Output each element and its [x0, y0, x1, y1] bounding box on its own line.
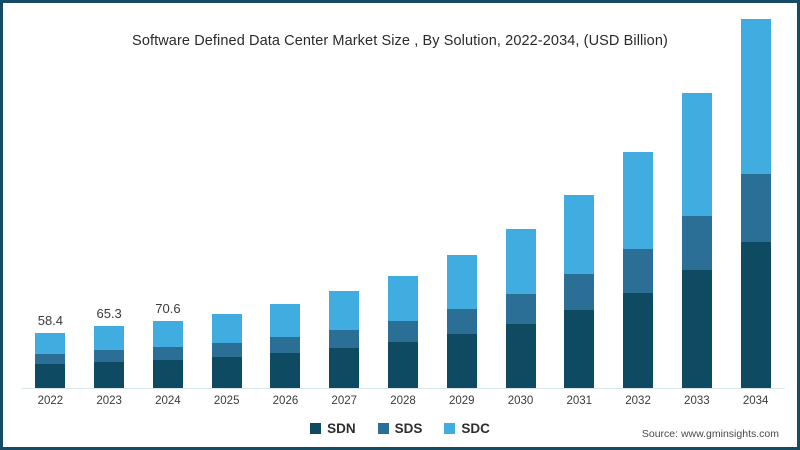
- stacked-bar[interactable]: [388, 275, 418, 389]
- bar-segment-sdn[interactable]: [270, 353, 301, 389]
- bar-group[interactable]: [446, 254, 477, 389]
- legend-item-sdc[interactable]: SDC: [444, 421, 490, 436]
- bar-segment-sdn[interactable]: [152, 359, 183, 389]
- stacked-bar[interactable]: [211, 313, 242, 389]
- bar-group[interactable]: [211, 313, 242, 389]
- bar-segment-sds[interactable]: [152, 346, 183, 360]
- bar-segment-sdn[interactable]: [329, 348, 360, 389]
- stacked-bar[interactable]: [505, 229, 536, 389]
- legend-swatch-icon: [377, 423, 389, 434]
- bar-segment-sdn[interactable]: [505, 323, 536, 389]
- stacked-bar[interactable]: [329, 291, 360, 389]
- bar-group[interactable]: [388, 275, 418, 389]
- x-axis-tick-label: 2027: [331, 395, 358, 407]
- x-axis-tick-label: 2034: [742, 395, 769, 407]
- bar-segment-sdn[interactable]: [446, 333, 477, 389]
- legend-swatch-icon: [444, 423, 456, 434]
- stacked-bar[interactable]: 65.3: [94, 306, 125, 389]
- x-axis-tick-label: 2029: [448, 395, 475, 407]
- bar-segment-sds[interactable]: [681, 215, 712, 271]
- stacked-bar[interactable]: [681, 93, 712, 389]
- page-title: Software Defined Data Center Market Size…: [132, 33, 668, 49]
- bar-series-layer: 58.4 65.3 70.6: [21, 19, 785, 389]
- stacked-bar[interactable]: [564, 194, 595, 389]
- bar-group[interactable]: [681, 93, 712, 389]
- bar-segment-sdc[interactable]: [740, 19, 771, 174]
- x-axis-tick-label: 2032: [625, 395, 651, 407]
- bar-segment-sdc[interactable]: [623, 151, 654, 250]
- bar-value-label: 70.6: [155, 301, 181, 317]
- bar-group[interactable]: [740, 19, 771, 389]
- bar-segment-sds[interactable]: [211, 342, 242, 357]
- legend-label: SDC: [461, 421, 490, 436]
- bar-segment-sdn[interactable]: [681, 270, 712, 389]
- x-axis-tick-label: 2023: [96, 395, 122, 407]
- legend-label: SDS: [394, 421, 423, 436]
- bar-segment-sdn[interactable]: [740, 241, 771, 389]
- bar-segment-sdn[interactable]: [35, 364, 66, 389]
- chart-legend: SDN SDS SDC: [3, 421, 797, 436]
- bar-segment-sdc[interactable]: [329, 291, 360, 330]
- bar-segment-sdn[interactable]: [564, 310, 595, 389]
- bar-value-label: 58.4: [37, 313, 64, 329]
- bar-group[interactable]: 70.6: [152, 301, 183, 389]
- stacked-bar[interactable]: [446, 254, 477, 389]
- stacked-bar[interactable]: [270, 303, 301, 389]
- bar-segment-sdn[interactable]: [94, 361, 125, 389]
- bar-segment-sds[interactable]: [270, 336, 301, 354]
- bar-group[interactable]: 65.3: [94, 306, 125, 389]
- bar-segment-sdn[interactable]: [388, 342, 418, 389]
- bar-segment-sdc[interactable]: [388, 275, 418, 321]
- stacked-bar[interactable]: [740, 19, 771, 389]
- bar-group[interactable]: [270, 303, 301, 389]
- source-attribution: Source: www.gminsights.com: [641, 428, 779, 440]
- bar-group[interactable]: [329, 291, 360, 389]
- bar-segment-sdc[interactable]: [564, 194, 595, 275]
- bar-group[interactable]: [505, 229, 536, 389]
- stacked-bar[interactable]: 58.4: [35, 313, 66, 389]
- bar-segment-sds[interactable]: [623, 249, 654, 294]
- legend-swatch-icon: [310, 423, 322, 434]
- x-axis-tick-label: 2026: [272, 395, 299, 407]
- x-axis-baseline: [21, 388, 785, 389]
- bar-segment-sds[interactable]: [446, 308, 477, 334]
- x-axis-tick-label: 2028: [390, 395, 416, 407]
- x-axis-tick-labels: 2022 2023 2024 2025 2026 2027 2028 2029 2030 2031…: [21, 395, 785, 413]
- bar-segment-sdc[interactable]: [211, 313, 242, 343]
- bar-group[interactable]: [564, 194, 595, 389]
- bar-segment-sdn[interactable]: [623, 293, 654, 389]
- bar-segment-sds[interactable]: [94, 349, 125, 362]
- bar-segment-sdc[interactable]: [446, 254, 477, 309]
- legend-item-sdn[interactable]: SDN: [310, 421, 356, 436]
- bar-segment-sds[interactable]: [388, 320, 418, 343]
- plot-area: 58.4 65.3 70.6: [21, 19, 785, 389]
- x-axis-tick-label: 2030: [507, 395, 534, 407]
- stacked-bar[interactable]: [623, 151, 654, 389]
- x-axis-tick-label: 2031: [566, 395, 593, 407]
- x-axis-tick-label: 2033: [684, 395, 710, 407]
- bar-segment-sds[interactable]: [564, 274, 595, 311]
- bar-segment-sdc[interactable]: [152, 321, 183, 347]
- x-axis-tick-label: 2024: [155, 395, 181, 407]
- legend-item-sds[interactable]: SDS: [377, 421, 423, 436]
- bar-segment-sdc[interactable]: [94, 326, 125, 350]
- stacked-bar[interactable]: 70.6: [152, 301, 183, 389]
- bar-group[interactable]: [623, 151, 654, 389]
- bar-segment-sds[interactable]: [329, 329, 360, 349]
- x-axis-tick-label: 2025: [213, 395, 240, 407]
- bar-segment-sdc[interactable]: [35, 333, 66, 354]
- bar-value-label: 65.3: [96, 306, 122, 322]
- bar-group[interactable]: 58.4: [35, 313, 66, 389]
- bar-segment-sds[interactable]: [505, 293, 536, 324]
- bar-segment-sdn[interactable]: [211, 356, 242, 389]
- bar-segment-sds[interactable]: [35, 353, 66, 365]
- bar-segment-sdc[interactable]: [270, 303, 301, 337]
- legend-label: SDN: [327, 421, 356, 436]
- x-axis-tick-label: 2022: [37, 395, 64, 407]
- bar-segment-sds[interactable]: [740, 173, 771, 242]
- bar-segment-sdc[interactable]: [505, 229, 536, 294]
- bar-segment-sdc[interactable]: [681, 93, 712, 216]
